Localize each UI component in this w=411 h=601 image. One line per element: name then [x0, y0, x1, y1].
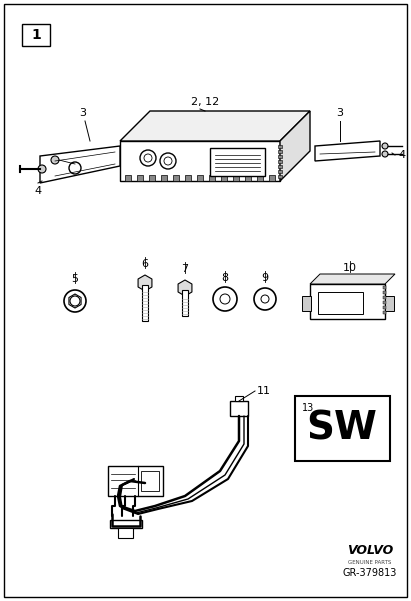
FancyBboxPatch shape: [383, 286, 386, 289]
FancyBboxPatch shape: [161, 175, 167, 181]
Text: 11: 11: [257, 386, 271, 396]
FancyBboxPatch shape: [383, 301, 386, 304]
Text: 1: 1: [31, 28, 41, 42]
Text: SW: SW: [307, 409, 377, 447]
Text: 10: 10: [343, 263, 357, 273]
FancyBboxPatch shape: [108, 466, 163, 496]
Text: 5: 5: [72, 274, 79, 284]
Text: GR-379813: GR-379813: [343, 568, 397, 578]
FancyBboxPatch shape: [383, 306, 386, 309]
Polygon shape: [120, 141, 280, 181]
FancyBboxPatch shape: [197, 175, 203, 181]
FancyBboxPatch shape: [142, 285, 148, 321]
FancyBboxPatch shape: [149, 175, 155, 181]
FancyBboxPatch shape: [278, 160, 282, 163]
Polygon shape: [280, 111, 310, 181]
FancyBboxPatch shape: [233, 175, 239, 181]
Text: 3: 3: [79, 108, 86, 118]
FancyBboxPatch shape: [278, 175, 282, 178]
Polygon shape: [40, 146, 120, 183]
Text: 13: 13: [302, 403, 314, 413]
FancyBboxPatch shape: [383, 296, 386, 299]
FancyBboxPatch shape: [173, 175, 179, 181]
Circle shape: [382, 151, 388, 157]
Polygon shape: [138, 275, 152, 291]
FancyBboxPatch shape: [269, 175, 275, 181]
Text: 9: 9: [261, 273, 268, 283]
Polygon shape: [120, 111, 310, 141]
FancyBboxPatch shape: [278, 145, 282, 148]
Text: 2, 12: 2, 12: [191, 97, 219, 107]
Text: GENUINE PARTS: GENUINE PARTS: [348, 561, 392, 566]
Text: 4: 4: [35, 186, 42, 196]
FancyBboxPatch shape: [278, 170, 282, 173]
FancyBboxPatch shape: [210, 148, 265, 176]
FancyBboxPatch shape: [383, 291, 386, 294]
FancyBboxPatch shape: [235, 396, 243, 401]
FancyBboxPatch shape: [302, 296, 311, 311]
Text: 4: 4: [398, 150, 405, 160]
FancyBboxPatch shape: [385, 296, 394, 311]
FancyBboxPatch shape: [137, 175, 143, 181]
FancyBboxPatch shape: [182, 290, 188, 316]
FancyBboxPatch shape: [141, 471, 159, 491]
Text: 8: 8: [222, 273, 229, 283]
FancyBboxPatch shape: [278, 150, 282, 153]
Text: 7: 7: [181, 264, 189, 274]
FancyBboxPatch shape: [110, 520, 142, 528]
FancyBboxPatch shape: [230, 401, 248, 416]
Text: 6: 6: [141, 259, 148, 269]
FancyBboxPatch shape: [278, 155, 282, 158]
FancyBboxPatch shape: [383, 311, 386, 314]
FancyBboxPatch shape: [185, 175, 191, 181]
Circle shape: [51, 156, 59, 164]
Text: 3: 3: [337, 108, 344, 118]
FancyBboxPatch shape: [318, 292, 363, 314]
FancyBboxPatch shape: [22, 24, 50, 46]
FancyBboxPatch shape: [125, 175, 131, 181]
Polygon shape: [178, 280, 192, 296]
Text: VOLVO: VOLVO: [347, 545, 393, 558]
Polygon shape: [315, 141, 380, 161]
FancyBboxPatch shape: [221, 175, 227, 181]
FancyBboxPatch shape: [295, 396, 390, 461]
FancyBboxPatch shape: [118, 528, 133, 538]
FancyBboxPatch shape: [278, 165, 282, 168]
Polygon shape: [310, 274, 395, 284]
FancyBboxPatch shape: [245, 175, 251, 181]
FancyBboxPatch shape: [209, 175, 215, 181]
Circle shape: [38, 165, 46, 173]
Circle shape: [382, 143, 388, 149]
FancyBboxPatch shape: [257, 175, 263, 181]
FancyBboxPatch shape: [310, 284, 385, 319]
